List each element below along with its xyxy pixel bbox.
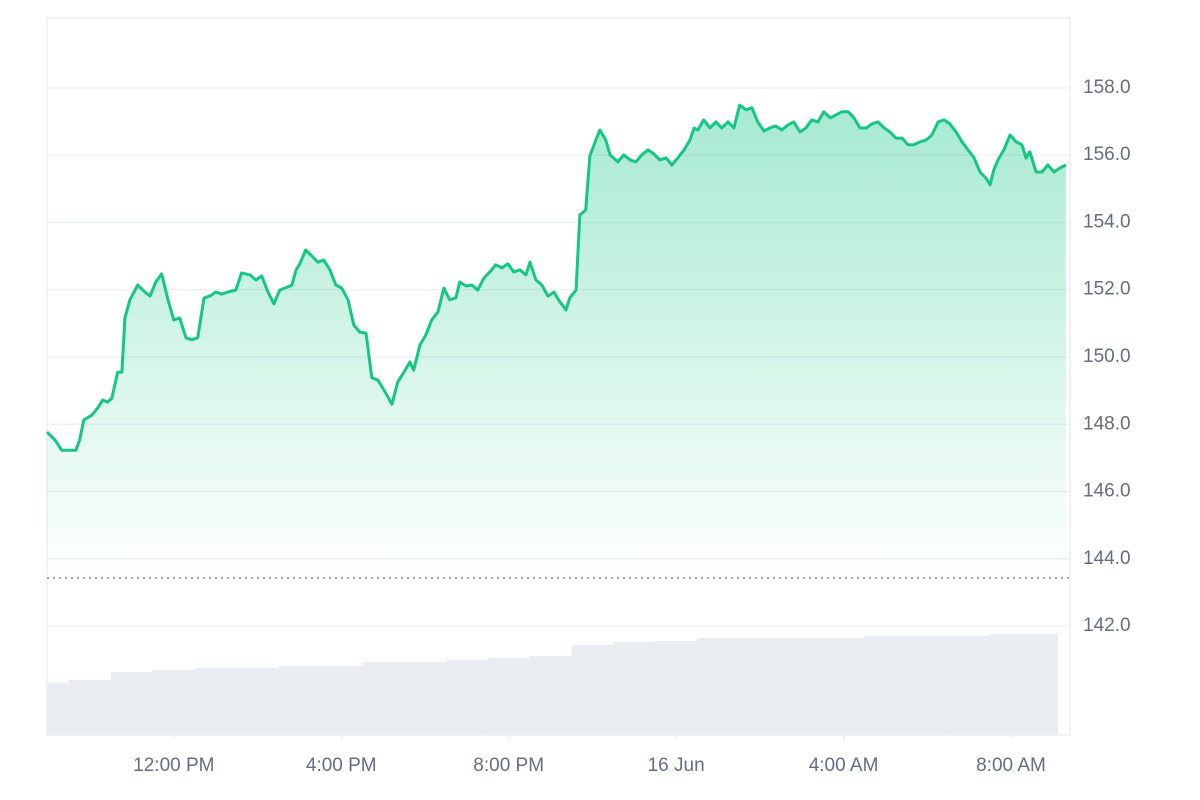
x-tick-label: 8:00 AM bbox=[976, 755, 1046, 776]
volume-bar bbox=[69, 679, 112, 735]
volume-bar bbox=[529, 655, 572, 735]
volume-bar bbox=[487, 658, 530, 735]
volume-bar bbox=[948, 636, 991, 735]
price-line bbox=[45, 103, 1067, 452]
y-tick-label: 148.0 bbox=[1083, 413, 1131, 434]
volume-bar bbox=[864, 636, 907, 735]
y-tick-label: 142.0 bbox=[1083, 615, 1131, 636]
price-area bbox=[47, 105, 1066, 578]
volume-bar bbox=[613, 642, 656, 735]
volume-bar bbox=[152, 670, 195, 735]
volume-bar bbox=[404, 661, 446, 735]
y-tick-label: 158.0 bbox=[1083, 77, 1131, 98]
volume-bar bbox=[571, 644, 614, 735]
volume-bar bbox=[320, 666, 363, 735]
price-plot bbox=[45, 103, 1067, 578]
volume-bar bbox=[738, 637, 781, 735]
x-tick-label: 4:00 AM bbox=[809, 755, 879, 776]
volume-bar bbox=[1031, 633, 1058, 735]
x-tick-label: 8:00 PM bbox=[473, 755, 544, 776]
y-tick-label: 152.0 bbox=[1083, 279, 1131, 300]
volume-bar bbox=[194, 667, 237, 735]
volume-bar bbox=[906, 636, 949, 735]
y-tick-label: 146.0 bbox=[1083, 481, 1131, 502]
volume-bar bbox=[822, 637, 865, 735]
y-tick-label: 144.0 bbox=[1083, 548, 1131, 569]
volume-bar bbox=[236, 667, 279, 735]
volume-bar bbox=[362, 661, 405, 735]
x-tick-label: 16 Jun bbox=[648, 755, 705, 776]
y-tick-label: 150.0 bbox=[1083, 346, 1131, 367]
x-tick-label: 4:00 PM bbox=[306, 755, 377, 776]
y-tick-label: 156.0 bbox=[1083, 144, 1131, 165]
volume-bar bbox=[111, 671, 153, 735]
volume-bar bbox=[47, 683, 70, 735]
volume-bar bbox=[445, 660, 488, 735]
x-tick-label: 12:00 PM bbox=[133, 755, 214, 776]
volume-bar bbox=[697, 637, 739, 735]
volume-bar bbox=[278, 666, 321, 735]
volume-bar bbox=[990, 633, 1032, 735]
volume-bar bbox=[655, 641, 698, 735]
volume-bars bbox=[47, 633, 1058, 735]
y-tick-label: 154.0 bbox=[1083, 211, 1131, 232]
volume-bar bbox=[780, 637, 823, 735]
axis-labels: 142.0 144.0 146.0 148.0 150.0 152.0 154.0 156.0… bbox=[133, 77, 1130, 776]
